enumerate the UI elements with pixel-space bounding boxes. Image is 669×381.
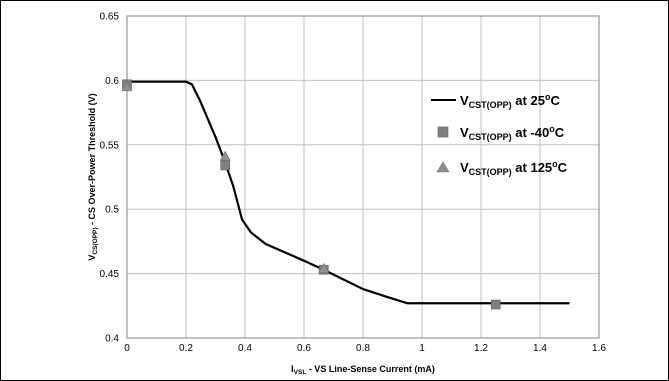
- data-point-triangle: [121, 81, 133, 92]
- x-tick-label: 1.4: [533, 343, 547, 354]
- y-tick-label: 0.55: [100, 140, 120, 151]
- y-tick-label: 0.4: [105, 334, 119, 345]
- y-axis-title-main: V: [87, 255, 97, 261]
- legend-125c-sub: CST(OPP): [469, 167, 512, 177]
- legend-m40c-main: V: [460, 125, 469, 140]
- x-tick-label: 1.2: [474, 343, 488, 354]
- legend-125c-main: V: [460, 160, 469, 175]
- y-tick-label: 0.45: [100, 269, 120, 280]
- data-point-square: [490, 299, 501, 310]
- x-tick-label: 1: [419, 343, 425, 354]
- x-tick-label: 0.8: [356, 343, 370, 354]
- legend-125c-end: C: [558, 160, 568, 175]
- x-tick-label: 1.6: [592, 343, 606, 354]
- grid-layer: [126, 15, 600, 339]
- x-tick-labels: 0 0.2 0.4 0.6 0.8 1 1.2 1.4 1.6: [124, 343, 606, 354]
- x-tick-label: 0.2: [179, 343, 193, 354]
- data-point-triangle: [219, 150, 231, 161]
- legend-square-swatch: [437, 126, 449, 138]
- series-line-25c: [127, 80, 570, 305]
- series-layer: [121, 79, 570, 310]
- y-axis-title: VCS(OPP) - CS Over-Power Threshold (V): [87, 93, 99, 260]
- legend-m40c-sub: CST(OPP): [469, 132, 512, 142]
- y-axis-title-rest: - CS Over-Power Threshold (V): [87, 93, 97, 227]
- x-axis-title-rest: - VS Line-Sense Current (mA): [306, 364, 435, 374]
- legend-m40c-rest: at -40: [512, 125, 550, 140]
- legend-label-minus40c: VCST(OPP) at -40oC: [460, 124, 565, 142]
- legend-label-25c: VCST(OPP) at 25oC: [460, 92, 560, 110]
- legend-label-125c: VCST(OPP) at 125oC: [460, 159, 568, 177]
- legend: VCST(OPP) at 25oC VCST(OPP) at -40oC VCS…: [431, 92, 568, 177]
- legend-25c-sup: o: [545, 92, 551, 102]
- legend-25c-end: C: [550, 93, 560, 108]
- legend-25c-sub: CST(OPP): [469, 100, 512, 110]
- y-axis-title-sub: CS(OPP): [92, 227, 99, 254]
- x-tick-label: 0.4: [238, 343, 252, 354]
- x-axis-title-sub: VSL: [294, 369, 307, 376]
- x-tick-label: 0.6: [297, 343, 311, 354]
- x-axis-title-main: I: [291, 364, 294, 374]
- y-tick-label: 0.5: [105, 205, 119, 216]
- legend-25c-main: V: [460, 93, 469, 108]
- legend-125c-rest: at 125: [512, 160, 552, 175]
- y-tick-label: 0.65: [100, 12, 120, 23]
- legend-m40c-sup: o: [549, 124, 555, 134]
- legend-125c-sup: o: [552, 159, 558, 169]
- y-tick-labels: 0.4 0.45 0.5 0.55 0.6 0.65: [100, 12, 120, 345]
- y-tick-label: 0.6: [105, 76, 119, 87]
- legend-triangle-swatch: [436, 161, 450, 173]
- data-point-triangle: [318, 262, 330, 273]
- legend-m40c-end: C: [555, 125, 565, 140]
- plot-area-border: [126, 15, 600, 339]
- legend-25c-rest: at 25: [512, 93, 545, 108]
- x-tick-label: 0: [124, 343, 130, 354]
- x-axis-title: IVSL - VS Line-Sense Current (mA): [291, 364, 435, 376]
- data-point-square: [220, 160, 231, 171]
